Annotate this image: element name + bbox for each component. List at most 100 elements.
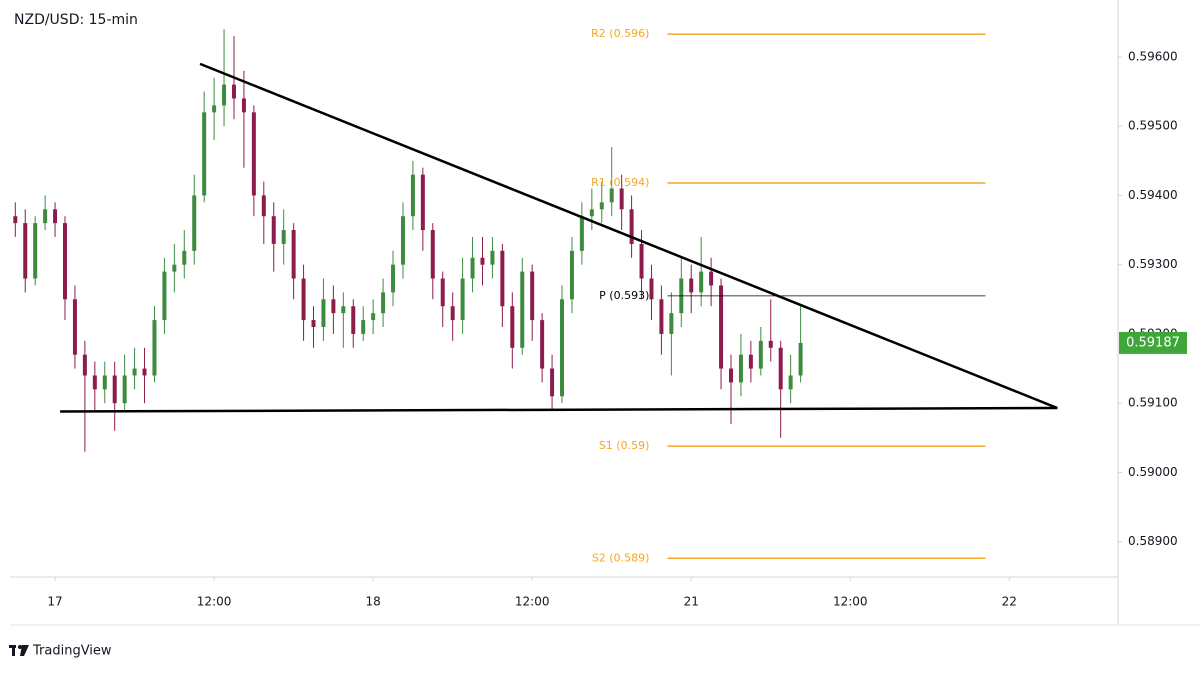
candle-body [768, 340, 773, 348]
pivot-label: S1 (0.59) [599, 439, 650, 452]
y-tick-label: 0.59100 [1128, 396, 1178, 410]
brand-logo [9, 645, 29, 656]
candle-body [778, 347, 783, 390]
candle-body [281, 230, 286, 244]
candle-body [371, 313, 376, 321]
candle-body [391, 264, 396, 293]
candle-body [142, 368, 147, 376]
candle-body [569, 250, 574, 300]
candle-body [202, 112, 207, 196]
chart-title: NZD/USD: 15-min [14, 12, 138, 28]
candle-body [669, 313, 674, 334]
x-tick-label: 17 [47, 595, 62, 609]
trendline [199, 62, 1058, 410]
candle-body [540, 320, 545, 369]
candle-body [788, 375, 793, 390]
x-tick-label: 18 [366, 595, 381, 609]
y-tick-label: 0.59600 [1128, 49, 1178, 63]
y-tick-label: 0.59000 [1128, 465, 1178, 479]
candle-body [361, 320, 366, 334]
candle-body [271, 216, 276, 244]
y-tick-label: 0.59300 [1128, 257, 1178, 271]
candle-body [738, 354, 743, 383]
pivot-label: S2 (0.589) [592, 551, 650, 564]
candle-body [520, 271, 525, 348]
candle-body [222, 84, 227, 106]
candle-body [639, 243, 644, 279]
candle-body [92, 375, 97, 390]
candle-body [63, 223, 68, 300]
candle-body [629, 209, 634, 244]
candle-body [579, 216, 584, 251]
candle-body [162, 271, 167, 321]
candle-body [550, 368, 555, 397]
candle-body [152, 320, 157, 376]
x-tick-label: 12:00 [515, 595, 550, 609]
candle-body [192, 195, 197, 251]
candle-body [560, 299, 565, 397]
pivot-label: R2 (0.596) [591, 27, 649, 40]
candle-body [13, 216, 18, 224]
x-tick-label: 22 [1002, 595, 1017, 609]
candle-body [470, 257, 475, 279]
candle-body [609, 188, 614, 203]
candle-body [331, 299, 336, 314]
candle-body [261, 195, 266, 217]
candle-body [699, 271, 704, 293]
candle-body [72, 299, 77, 355]
candle-body [23, 223, 28, 279]
candle-body [589, 209, 594, 217]
x-tick-label: 12:00 [197, 595, 232, 609]
pivot-label: R1 (0.594) [591, 176, 649, 189]
trendline [60, 406, 1058, 413]
candle-body [291, 230, 296, 279]
candle-body [460, 278, 465, 321]
x-tick-label: 12:00 [833, 595, 868, 609]
candle-body [231, 84, 236, 99]
candle-body [82, 354, 87, 376]
candle-body [311, 320, 316, 328]
candle-body [241, 98, 246, 113]
candle-body [182, 250, 187, 265]
candle-body [341, 306, 346, 314]
candle-body [728, 368, 733, 383]
x-tick-label: 21 [684, 595, 699, 609]
candle-body [619, 188, 624, 210]
last-price-box [1119, 331, 1187, 354]
candle-body [748, 354, 753, 369]
candle-body [172, 264, 177, 272]
candle-body [709, 271, 714, 286]
candle-body [381, 292, 386, 314]
candle-body [122, 375, 127, 404]
candle-body [758, 340, 763, 369]
candle-body [321, 299, 326, 328]
candle-body [351, 306, 356, 334]
candle-body [500, 250, 505, 307]
candle-body [102, 375, 107, 390]
candle-body [490, 250, 495, 265]
y-tick-label: 0.59500 [1128, 119, 1178, 133]
candle-body [112, 375, 117, 404]
candle-body [480, 257, 485, 265]
candle-body [132, 368, 137, 376]
candle-body [450, 306, 455, 321]
candle-body [400, 216, 405, 265]
candle-body [420, 174, 425, 231]
candle-body [430, 230, 435, 279]
candle-body [510, 306, 515, 348]
candle-body [719, 285, 724, 369]
brand-name: TradingView [32, 644, 112, 659]
candle-body [43, 209, 48, 224]
candle-body [599, 202, 604, 210]
candle-body [530, 271, 535, 321]
candle-body [212, 105, 217, 113]
candle-body [440, 278, 445, 307]
y-tick-label: 0.59400 [1128, 188, 1178, 202]
candle-body [53, 209, 58, 224]
candle-body [649, 278, 654, 300]
candle-body [33, 223, 38, 279]
candle-body [659, 299, 664, 334]
candle-body [798, 342, 803, 376]
